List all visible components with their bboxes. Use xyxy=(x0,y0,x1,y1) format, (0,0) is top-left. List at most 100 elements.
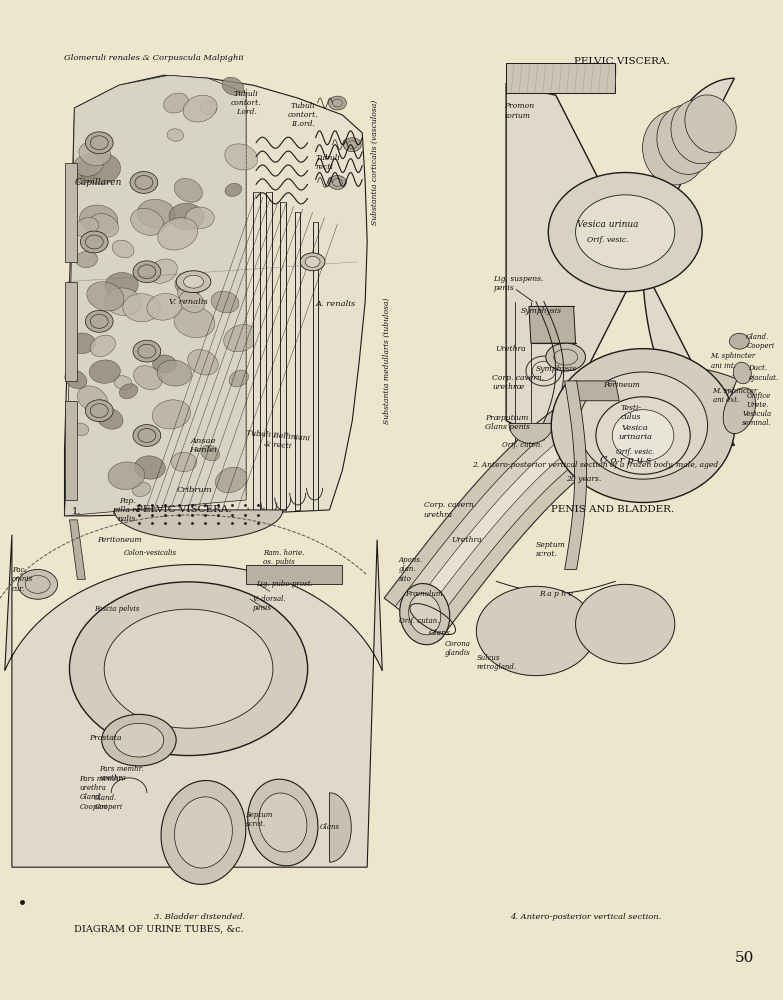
Ellipse shape xyxy=(733,362,752,384)
Polygon shape xyxy=(266,192,272,510)
Ellipse shape xyxy=(72,423,88,436)
Polygon shape xyxy=(506,63,615,93)
Text: Orifice
Urete.: Orifice Urete. xyxy=(746,392,770,409)
Ellipse shape xyxy=(200,445,219,461)
Text: Colon-vesicalis: Colon-vesicalis xyxy=(124,549,177,557)
Ellipse shape xyxy=(546,343,586,371)
Text: Orif. cuton.: Orif. cuton. xyxy=(502,441,543,449)
Ellipse shape xyxy=(104,609,273,728)
Polygon shape xyxy=(395,380,732,632)
Ellipse shape xyxy=(130,172,158,193)
Ellipse shape xyxy=(171,452,197,472)
Polygon shape xyxy=(64,75,367,516)
Text: Symphysis: Symphysis xyxy=(521,307,562,315)
Text: Orif. vesic.: Orif. vesic. xyxy=(616,448,655,456)
Ellipse shape xyxy=(105,273,139,297)
Ellipse shape xyxy=(548,173,702,292)
Text: 4. Antero-posterior vertical section.: 4. Antero-posterior vertical section. xyxy=(510,913,661,921)
Text: PELVIC VISCERA.: PELVIC VISCERA. xyxy=(135,505,232,514)
Text: Vesica
urinaria: Vesica urinaria xyxy=(618,424,652,441)
Ellipse shape xyxy=(89,214,118,237)
Ellipse shape xyxy=(112,240,134,258)
Text: Tubuli
recti: Tubuli recti xyxy=(316,154,341,171)
Text: Vesicula
seminal.: Vesicula seminal. xyxy=(742,410,772,427)
Polygon shape xyxy=(529,306,576,343)
Text: Lig. pubo-prost.: Lig. pubo-prost. xyxy=(256,580,313,588)
Text: M. sphincter
ani ext.: M. sphincter ani ext. xyxy=(713,387,758,404)
Ellipse shape xyxy=(131,208,164,235)
Text: Pac.
omnis
cur.: Pac. omnis cur. xyxy=(12,566,33,593)
Text: Prostata: Prostata xyxy=(89,734,122,742)
Text: Orif. vesic.: Orif. vesic. xyxy=(586,236,628,244)
Text: Pars memhr.
urethra
Gland.
Cooperi: Pars memhr. urethra Gland. Cooperi xyxy=(79,775,124,811)
Ellipse shape xyxy=(222,77,244,95)
Ellipse shape xyxy=(344,138,361,152)
Ellipse shape xyxy=(74,154,103,176)
Text: R a p h e: R a p h e xyxy=(539,590,572,598)
Ellipse shape xyxy=(105,288,141,315)
Ellipse shape xyxy=(147,293,182,320)
Text: Capillaren: Capillaren xyxy=(74,178,122,187)
Text: Gland.
Cooperi: Gland. Cooperi xyxy=(94,794,122,811)
Ellipse shape xyxy=(68,333,96,354)
Ellipse shape xyxy=(78,386,107,412)
Ellipse shape xyxy=(400,584,449,645)
Polygon shape xyxy=(64,163,78,262)
Ellipse shape xyxy=(329,175,346,189)
Ellipse shape xyxy=(188,350,218,375)
Ellipse shape xyxy=(114,723,164,757)
Ellipse shape xyxy=(300,253,325,271)
Text: 20 years.: 20 years. xyxy=(565,475,601,483)
Text: 1.: 1. xyxy=(71,507,81,516)
Text: Testi-
culus: Testi- culus xyxy=(621,404,642,421)
Ellipse shape xyxy=(183,95,217,122)
Ellipse shape xyxy=(225,144,258,170)
Text: A. renalis: A. renalis xyxy=(316,300,355,308)
Ellipse shape xyxy=(178,283,199,300)
Text: Apons.
glan.
sito: Apons. glan. sito xyxy=(399,556,423,583)
Ellipse shape xyxy=(176,271,211,293)
Ellipse shape xyxy=(179,291,204,313)
Ellipse shape xyxy=(133,425,161,446)
Ellipse shape xyxy=(657,105,716,174)
Ellipse shape xyxy=(229,370,248,387)
Polygon shape xyxy=(294,212,300,510)
Text: Promon
torium: Promon torium xyxy=(504,102,534,120)
Text: Cribrum: Cribrum xyxy=(177,486,212,494)
Ellipse shape xyxy=(70,582,308,756)
Text: 50: 50 xyxy=(734,951,754,965)
Ellipse shape xyxy=(258,793,307,852)
Text: Corona
glandis: Corona glandis xyxy=(445,640,471,657)
Polygon shape xyxy=(70,520,85,579)
Text: Pap.
pilla re
nalis: Pap. pilla re nalis xyxy=(114,497,141,523)
Ellipse shape xyxy=(90,335,115,357)
Text: Corp. cavern.
urethra: Corp. cavern. urethra xyxy=(424,501,476,519)
Polygon shape xyxy=(280,202,286,510)
Ellipse shape xyxy=(576,195,675,269)
Text: Urethra: Urethra xyxy=(495,345,526,353)
Ellipse shape xyxy=(157,218,198,250)
Text: Præputium
Glans penis: Præputium Glans penis xyxy=(485,414,530,431)
Ellipse shape xyxy=(186,207,215,229)
Text: Pars memhr.
urethra: Pars memhr. urethra xyxy=(99,765,144,782)
Text: Substantia corticalis (vasculosa): Substantia corticalis (vasculosa) xyxy=(371,100,379,225)
Ellipse shape xyxy=(89,360,121,383)
Text: V. dorsal.
penis: V. dorsal. penis xyxy=(253,595,286,612)
Ellipse shape xyxy=(576,584,675,664)
Polygon shape xyxy=(64,401,78,500)
Text: Sulcus
retrogland.: Sulcus retrogland. xyxy=(476,654,517,671)
Ellipse shape xyxy=(80,205,117,234)
Ellipse shape xyxy=(79,141,110,166)
Ellipse shape xyxy=(137,199,175,228)
Text: Vesica urinua: Vesica urinua xyxy=(576,220,638,229)
Ellipse shape xyxy=(133,340,161,362)
Ellipse shape xyxy=(69,162,97,183)
Polygon shape xyxy=(576,381,619,401)
Text: Glans: Glans xyxy=(319,823,340,831)
Ellipse shape xyxy=(730,333,749,349)
Ellipse shape xyxy=(81,231,108,253)
Text: Ansae
Henlei: Ansae Henlei xyxy=(189,437,218,454)
Ellipse shape xyxy=(153,355,176,373)
Text: Tubuli
contort.
II.ord.: Tubuli contort. II.ord. xyxy=(287,102,318,128)
Ellipse shape xyxy=(97,408,123,429)
